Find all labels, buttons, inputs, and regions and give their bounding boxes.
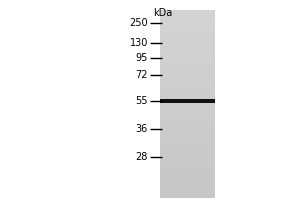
Bar	[160, 99, 215, 103]
Text: kDa: kDa	[153, 8, 172, 18]
Text: 95: 95	[136, 53, 148, 63]
Text: 55: 55	[136, 96, 148, 106]
Text: 250: 250	[129, 18, 148, 28]
Text: 36: 36	[136, 124, 148, 134]
Text: 72: 72	[136, 70, 148, 80]
Text: 130: 130	[130, 38, 148, 48]
Text: 28: 28	[136, 152, 148, 162]
